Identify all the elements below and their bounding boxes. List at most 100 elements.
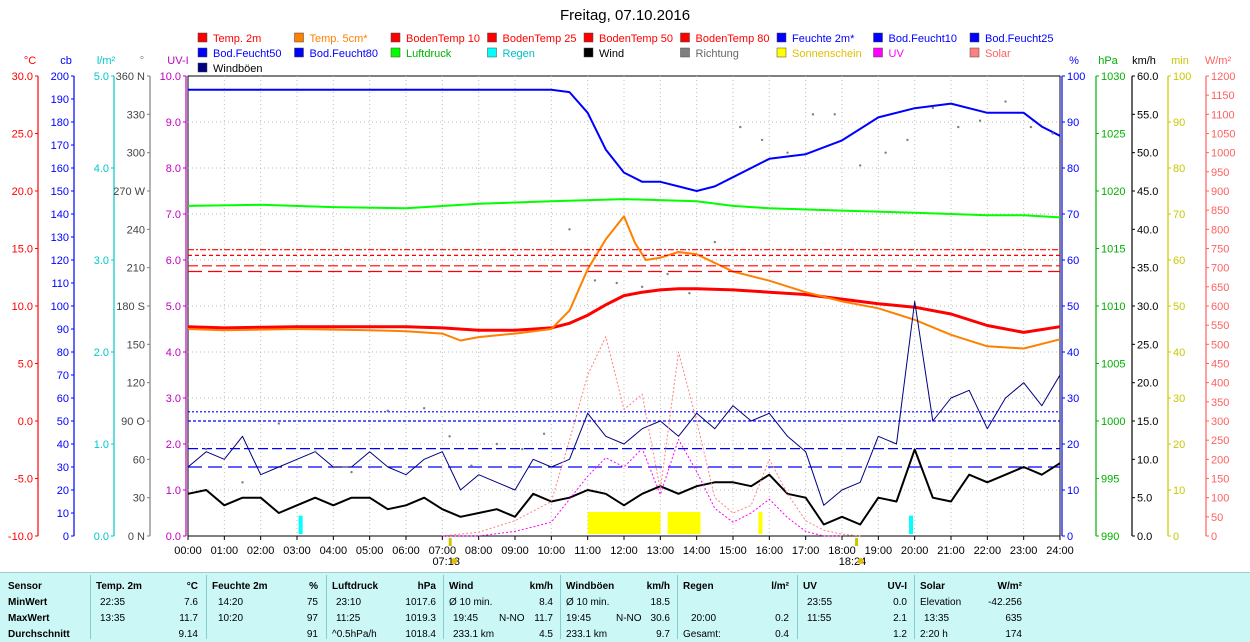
x-tick-label: 24:00 [1046, 545, 1074, 557]
richtung-point [568, 228, 571, 231]
press-tick-label: 990 [1101, 531, 1119, 543]
plot-area [187, 88, 1061, 537]
temp-header: Temp. 2m [96, 581, 142, 592]
legend-swatch [680, 47, 690, 58]
legend-swatch [873, 47, 883, 58]
x-tick-label: 21:00 [937, 545, 965, 557]
legend-label: Bod.Feucht10 [889, 33, 958, 45]
x-tick-label: 10:00 [538, 545, 566, 557]
solar-max-value: 635 [1005, 613, 1022, 624]
wind-axis-unit: km/h [1132, 55, 1156, 67]
x-tick-label: 12:00 [610, 545, 638, 557]
x-tick-label: 16:00 [756, 545, 784, 557]
gust-min-label: Ø 10 min. [566, 597, 610, 608]
press-tick-label: 1005 [1101, 359, 1125, 371]
solar-line [442, 336, 861, 537]
chart-title: Freitag, 07.10.2016 [560, 7, 690, 24]
x-tick-label: 06:00 [392, 545, 420, 557]
press-tick-label: 995 [1101, 474, 1119, 486]
uv-tick-label: 6.0 [166, 255, 181, 267]
solar-elevation-value: -42.256 [988, 597, 1022, 608]
press-min-time: 23:10 [336, 597, 362, 608]
press-max-time: 11:25 [336, 613, 361, 624]
x-tick-label: 23:00 [1010, 545, 1038, 557]
hum-tick-label: 80 [1067, 163, 1079, 175]
stats-label-min: MinWert [8, 597, 48, 608]
temp-unit: °C [186, 581, 198, 592]
stats-panel: Sensor MinWert MaxWert Durchschnitt Temp… [0, 572, 1250, 642]
sunrise-icon [451, 558, 458, 564]
richtung-point [241, 481, 244, 484]
x-tick-label: 08:00 [465, 545, 493, 557]
x-tick-label: 22:00 [974, 545, 1002, 557]
temp-tick-label: 20.0 [12, 186, 33, 198]
wind-tick-label: 20.0 [1137, 378, 1158, 390]
legend-label: Temp. 5cm* [310, 33, 369, 45]
richtung-point [1029, 125, 1033, 129]
press-tick-label: 1015 [1101, 244, 1125, 256]
hum-tick-label: 70 [1067, 209, 1079, 221]
press-tick-label: 1030 [1101, 71, 1125, 83]
solar-axis-unit: W/m² [1205, 55, 1232, 67]
solar-tick-label: 0 [1211, 531, 1217, 543]
legend-label: BodenTemp 10 [406, 33, 480, 45]
richtung-point [350, 470, 353, 474]
cb-tick-label: 120 [51, 255, 69, 267]
solar-avg-value: 174 [1005, 629, 1022, 640]
gust-max-time: 19:45 [566, 613, 592, 624]
rain-header: Regen [683, 581, 714, 592]
temp-tick-label: 15.0 [12, 244, 33, 256]
cb-tick-label: 160 [51, 163, 69, 175]
temp-tick-label: 0.0 [18, 416, 33, 428]
press-unit: hPa [417, 581, 436, 592]
uv-tick-label: 1.0 [166, 485, 181, 497]
uv-tick-label: 8.0 [166, 163, 181, 175]
solar-tick-label: 1050 [1211, 129, 1235, 141]
solar-tick-label: 1200 [1211, 71, 1235, 83]
gust-max-dir: N-NO [616, 613, 642, 624]
wind-avg-value: 4.5 [539, 629, 553, 640]
hum-tick-label: 90 [1067, 117, 1079, 129]
sun-tick-label: 10 [1173, 485, 1185, 497]
x-axis: 00:00 01:00 02:00 03:00 04:00 05:00 06:00 07:00… [174, 536, 1074, 568]
solar-tick-label: 600 [1211, 301, 1229, 313]
richtung-point [542, 432, 546, 435]
wind-max-value: 11.7 [534, 613, 553, 624]
richtung-point [313, 450, 317, 453]
dir-tick-label: 360 N [116, 71, 145, 83]
legend-swatch [969, 47, 980, 58]
uv-tick-label: 5.0 [166, 301, 181, 313]
grid [188, 76, 1060, 536]
hum-tick-label: 30 [1067, 393, 1079, 405]
legend-swatch [776, 32, 787, 43]
legend-swatch [680, 32, 690, 43]
cb-tick-label: 190 [51, 94, 69, 106]
legend-label: Sonnenschein [792, 48, 862, 60]
legend-label: Bod.Feucht50 [213, 48, 282, 60]
stats-label-avg: Durchschnitt [8, 629, 70, 640]
uv-tick-label: 9.0 [166, 117, 181, 129]
richtung-point [833, 113, 836, 116]
richtung-point [884, 151, 887, 154]
sun-tick-label: 30 [1173, 393, 1185, 405]
temp-tick-label: -5.0 [14, 474, 33, 486]
hum-tick-label: 40 [1067, 347, 1079, 359]
solar-tick-label: 650 [1211, 282, 1229, 294]
richtung-point [931, 106, 935, 110]
solar-unit: W/m² [997, 581, 1022, 592]
axes: °C 30.0 25.0 20.0 15.0 10.0 5.0 0.0 -5.0 -10.0 cb 2… [8, 55, 1236, 543]
uv-unit: UV-I [887, 581, 907, 592]
press-avg-value: 1018.4 [405, 629, 436, 640]
x-tick-label: 17:00 [792, 545, 820, 557]
press-tick-label: 1025 [1101, 129, 1125, 141]
temp-axis-unit: °C [24, 55, 36, 67]
solar-tick-label: 50 [1211, 512, 1223, 524]
uv-tick-label: 3.0 [166, 393, 181, 405]
cb-tick-label: 80 [57, 347, 69, 359]
rain-tick-label: 0.0 [94, 531, 109, 543]
rain-tick-label: 2.0 [94, 347, 109, 359]
wind-header: Wind [449, 581, 474, 592]
cb-tick-label: 130 [51, 232, 69, 244]
richtung-point [713, 240, 717, 244]
cb-tick-label: 70 [57, 370, 69, 382]
